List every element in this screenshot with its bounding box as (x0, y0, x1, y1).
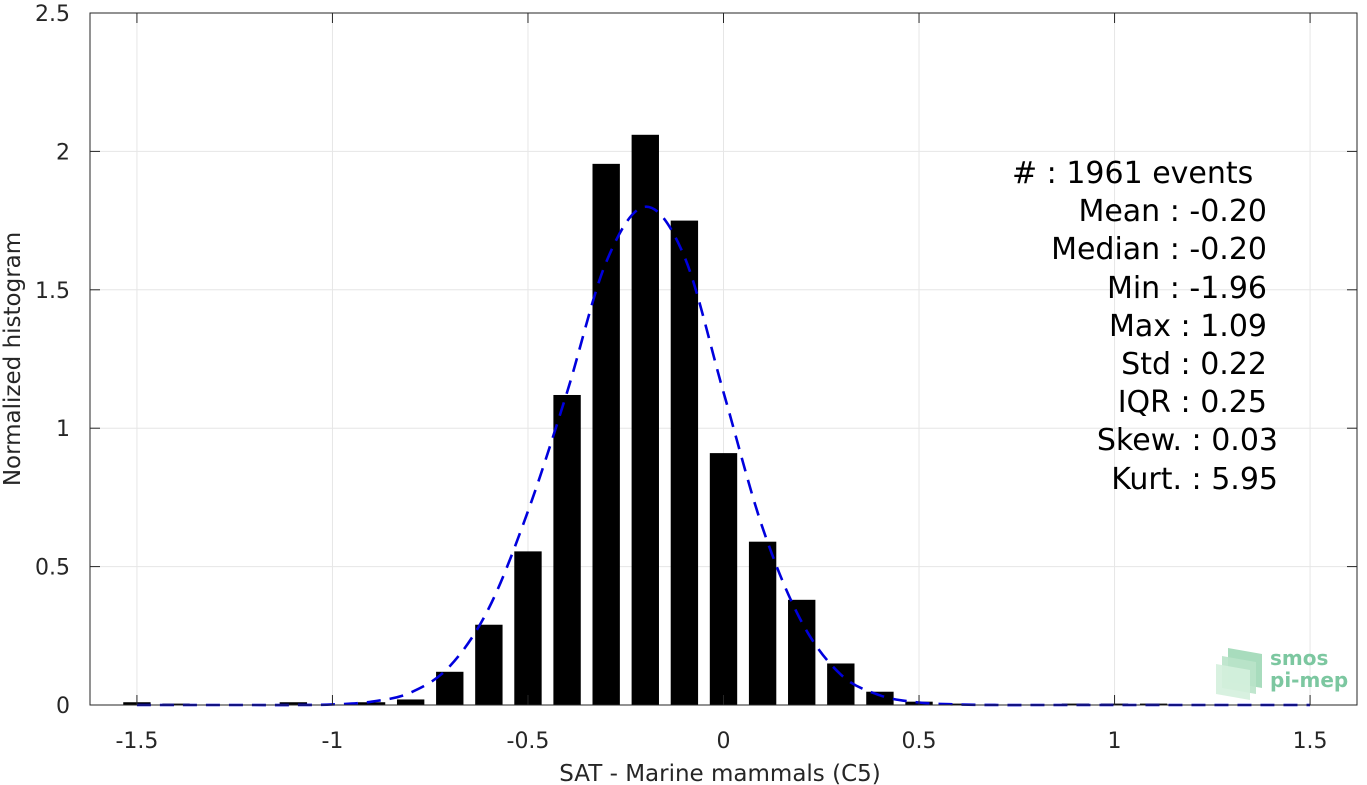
x-tick-label: -0.5 (507, 729, 550, 754)
histogram-bar (788, 599, 816, 705)
histogram-bar (592, 163, 620, 705)
logo-text-pimep: pi-mep (1270, 668, 1348, 692)
x-tick-label: 0 (717, 729, 731, 754)
x-axis-label: SAT - Marine mammals (C5) (559, 761, 881, 785)
axis-ticks (90, 12, 1357, 706)
stat-median: Median : -0.20 (1051, 232, 1267, 267)
stat-skew: Skew. : 0.03 (1097, 423, 1278, 458)
x-tick-label: 0.5 (902, 729, 937, 754)
histogram-bar (1061, 703, 1090, 705)
x-tick-label: 1.5 (1293, 729, 1328, 754)
stat-min: Min : -1.96 (1107, 271, 1267, 306)
stats-box: # : 1961 events Mean : -0.20 Median : -0… (1012, 156, 1278, 497)
stat-kurt: Kurt. : 5.95 (1111, 462, 1278, 497)
histogram-bar (279, 702, 308, 705)
stat-max: Max : 1.09 (1109, 309, 1267, 344)
histogram-bar (670, 220, 699, 705)
bars (123, 134, 1168, 706)
stat-iqr: IQR : 0.25 (1118, 385, 1267, 420)
x-tick-label: -1 (321, 729, 343, 754)
histogram-bar (436, 671, 464, 705)
y-tick-label: 0.5 (35, 556, 70, 581)
y-tick-label: 1.5 (35, 279, 70, 304)
histogram-bar (553, 394, 581, 705)
histogram-bar (748, 541, 777, 705)
histogram-bar (631, 134, 659, 706)
histogram-bar (162, 703, 190, 705)
logo-mark-icon (1216, 648, 1262, 700)
histogram-bar (866, 691, 894, 705)
x-tick-label: 1 (1108, 729, 1122, 754)
logo-text-smos: smos (1270, 646, 1328, 670)
y-tick-label: 2 (56, 140, 70, 165)
stat-std: Std : 0.22 (1121, 347, 1267, 382)
y-tick-label: 2.5 (35, 2, 70, 27)
histogram-bar (827, 663, 855, 705)
y-tick-label: 1 (56, 417, 70, 442)
histogram-bar (396, 699, 425, 705)
fit-curve (136, 205, 1311, 707)
stat-mean: Mean : -0.20 (1078, 194, 1267, 229)
histogram-bar (944, 703, 972, 705)
histogram-bar (475, 624, 503, 705)
stat-events: # : 1961 events (1012, 156, 1253, 191)
x-tick-label: -1.5 (115, 729, 158, 754)
histogram-bar (709, 453, 738, 705)
smos-pimep-logo: smos pi-mep (1216, 646, 1348, 700)
y-tick-label: 0 (56, 694, 70, 719)
histogram-bar (514, 551, 542, 705)
tick-labels: -1.5 -1 -0.5 0 0.5 1 1.5 0 0.5 1 1.5 2 2.5 (35, 2, 1328, 754)
histogram-bar (357, 702, 386, 705)
y-axis-label: Normalized histogram (0, 232, 26, 486)
